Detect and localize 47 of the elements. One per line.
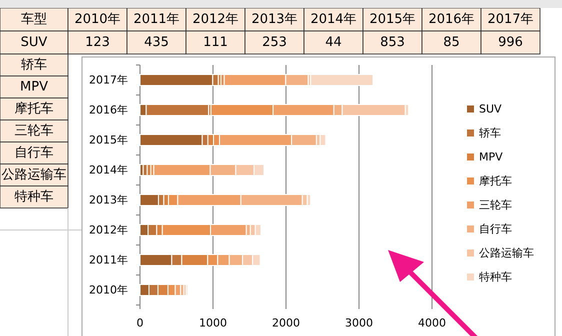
y-tick-label: 2012年	[89, 224, 128, 236]
text: SUV	[20, 35, 48, 50]
y-tick-label: 2013年	[89, 194, 128, 206]
legend-label: 自行车	[479, 222, 512, 236]
y-tick-label: 2014年	[89, 164, 128, 176]
text: 公路运输车	[2, 168, 66, 182]
bar	[310, 74, 374, 86]
legend-label: 公路运输车	[479, 246, 534, 260]
x-tick-label: 0	[136, 316, 144, 330]
text: 2011年	[133, 12, 180, 27]
text: 车型	[21, 12, 47, 27]
y-tick-label: 2011年	[89, 254, 128, 266]
text: 853	[380, 35, 405, 50]
y-tick-label: 2010年	[89, 284, 128, 296]
x-tick-label: 3000	[345, 316, 373, 330]
y-tick-label: 2016年	[89, 104, 128, 116]
x-tick-label: 2000	[272, 316, 300, 330]
text: 85	[443, 35, 460, 50]
text: 2013年	[251, 12, 298, 27]
legend-label: 轿车	[479, 126, 501, 140]
text: 111	[203, 35, 228, 50]
text: 2015年	[369, 12, 416, 27]
text: 996	[498, 35, 523, 50]
text: 轿车	[21, 58, 47, 72]
text: 摩托车	[14, 102, 54, 116]
y-tick-label: 2015年	[89, 134, 128, 146]
text: 123	[85, 35, 110, 50]
text: 253	[262, 35, 287, 50]
text: 2012年	[192, 12, 239, 27]
x-tick-label: 4000	[418, 316, 446, 330]
text: MPV	[20, 80, 48, 94]
legend-label: 摩托车	[479, 174, 512, 188]
legend-label: SUV	[479, 102, 502, 116]
legend-label: MPV	[479, 150, 504, 164]
legend-label: 特种车	[479, 270, 512, 284]
text: 特种车	[14, 190, 54, 204]
text: 2016年	[428, 12, 475, 27]
text: 自行车	[14, 146, 54, 160]
bar	[320, 134, 326, 146]
x-tick-label: 1000	[199, 316, 227, 330]
text: 2014年	[310, 12, 357, 27]
legend-label: 三轮车	[479, 198, 512, 212]
text: 2017年	[487, 12, 534, 27]
text: 三轮车	[14, 124, 54, 138]
y-tick-label: 2017年	[89, 74, 128, 86]
text: 435	[144, 35, 169, 50]
text: 44	[325, 35, 342, 50]
